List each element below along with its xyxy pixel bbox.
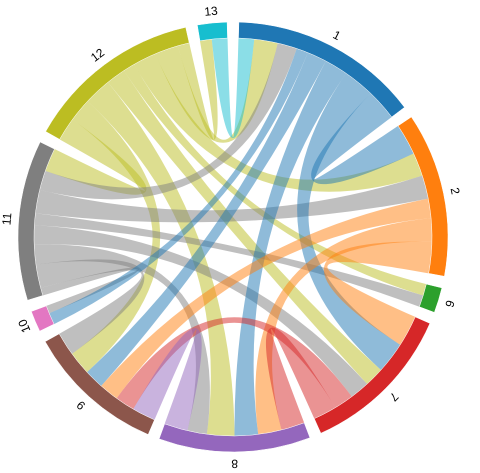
ribbon — [297, 73, 401, 370]
ribbon — [155, 39, 278, 143]
ribbon — [323, 241, 432, 345]
group-label: 6 — [442, 298, 457, 309]
group-label: 1 — [331, 28, 344, 44]
ribbon — [134, 53, 423, 192]
group-label: 11 — [0, 212, 14, 226]
group-arc — [17, 141, 55, 301]
ribbons — [33, 38, 433, 436]
ribbon — [45, 119, 147, 195]
group-label: 2 — [448, 186, 463, 196]
ribbon — [71, 101, 161, 373]
ribbon — [34, 244, 210, 435]
group-label: 7 — [386, 389, 401, 404]
group-arc — [238, 21, 405, 118]
ribbon — [211, 38, 255, 139]
group-arc — [44, 333, 155, 435]
group-label: 10 — [15, 317, 33, 335]
group-arc — [158, 422, 311, 453]
group-label: 9 — [74, 398, 89, 413]
group-arc — [313, 316, 431, 434]
group-arc — [397, 116, 449, 277]
group-label: 13 — [204, 4, 219, 19]
ribbon — [311, 93, 414, 185]
ribbon — [87, 82, 235, 436]
ribbon — [33, 225, 368, 397]
ribbon — [39, 43, 297, 200]
ribbon — [35, 175, 429, 223]
ribbon — [234, 60, 347, 436]
ribbon — [86, 52, 326, 387]
group-arc — [197, 21, 228, 42]
ribbon — [101, 198, 432, 399]
ribbon — [133, 328, 202, 431]
ribbon — [265, 327, 336, 430]
ribbon — [107, 70, 382, 385]
group-arc — [45, 26, 190, 140]
ribbon — [116, 317, 352, 410]
ribbon — [177, 39, 218, 140]
ribbon — [40, 267, 140, 314]
ribbon — [255, 218, 433, 435]
group-arc — [30, 305, 55, 332]
ribbon — [34, 213, 424, 307]
group-label: 8 — [231, 457, 238, 471]
group-arc — [419, 283, 443, 313]
group-label: 12 — [88, 45, 107, 64]
